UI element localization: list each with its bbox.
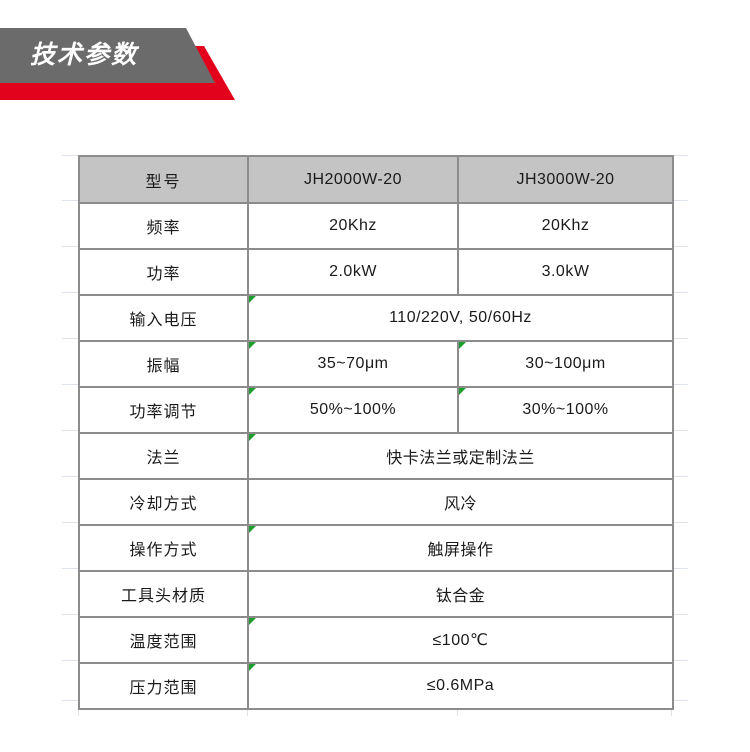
table-row: 冷却方式 风冷 [78,478,674,526]
gridline-stub-right-7 [672,430,688,431]
row-label-pressure-range: 压力范围 [78,662,249,710]
gridline-stub-right-9 [672,522,688,523]
row-label-amplitude: 振幅 [78,340,249,388]
gridline-stub-left-3 [62,246,78,247]
gridline-stub-left-5 [62,338,78,339]
gridline-stub-left-12 [62,660,78,661]
header-cell-model-b: JH3000W-20 [457,155,674,204]
gridline-stub-left-1 [62,155,78,156]
row-label-frequency: 频率 [78,202,249,250]
row-label-input-voltage: 输入电压 [78,294,249,342]
row-value-amplitude-a: 35~70μm [247,340,459,388]
gridline-stub-right-10 [672,568,688,569]
row-label-power-adjust: 功率调节 [78,386,249,434]
gridline-stub-left-8 [62,476,78,477]
table-row: 工具头材质 钛合金 [78,570,674,618]
banner-gray-shape [0,28,215,83]
gridline-stub-right-11 [672,614,688,615]
row-value-cooling: 风冷 [247,478,674,526]
table-row: 频率 20Khz 20Khz [78,202,674,250]
gridline-stub-right-12 [672,660,688,661]
row-value-power-b: 3.0kW [457,248,674,296]
header-cell-label: 型号 [78,155,249,204]
row-label-temperature-range: 温度范围 [78,616,249,664]
table-row: 操作方式 触屏操作 [78,524,674,572]
table-row: 振幅 35~70μm 30~100μm [78,340,674,388]
gridline-stub-right-8 [672,476,688,477]
gridline-stub-right-2 [672,200,688,201]
row-value-power-adjust-b: 30%~100% [457,386,674,434]
header-cell-model-a: JH2000W-20 [247,155,459,204]
gridline-stub-left-4 [62,292,78,293]
gridline-stub-right-5 [672,338,688,339]
row-value-temperature-range: ≤100℃ [247,616,674,664]
row-label-power: 功率 [78,248,249,296]
row-value-horn-material: 钛合金 [247,570,674,618]
gridline-stub-left-6 [62,384,78,385]
row-value-power-adjust-a: 50%~100% [247,386,459,434]
table-row: 压力范围 ≤0.6MPa [78,662,674,710]
section-banner: 技术参数 [0,28,235,100]
table-row: 输入电压 110/220V, 50/60Hz [78,294,674,342]
gridline-stub-left-9 [62,522,78,523]
row-value-frequency-a: 20Khz [247,202,459,250]
row-label-flange: 法兰 [78,432,249,480]
row-value-power-a: 2.0kW [247,248,459,296]
gridline-stub-right-6 [672,384,688,385]
row-value-frequency-b: 20Khz [457,202,674,250]
row-value-flange: 快卡法兰或定制法兰 [247,432,674,480]
row-label-operation: 操作方式 [78,524,249,572]
gridline-stub-right-4 [672,292,688,293]
gridline-stub-right-1 [672,155,688,156]
gridline-stub-right-3 [672,246,688,247]
technical-parameters-table: 型号 JH2000W-20 JH3000W-20 频率 20Khz 20Khz … [78,155,674,710]
table-row: 功率 2.0kW 3.0kW [78,248,674,296]
table-header-row: 型号 JH2000W-20 JH3000W-20 [78,155,674,204]
row-value-operation: 触屏操作 [247,524,674,572]
table-row: 温度范围 ≤100℃ [78,616,674,664]
row-value-amplitude-b: 30~100μm [457,340,674,388]
row-value-pressure-range: ≤0.6MPa [247,662,674,710]
table-row: 法兰 快卡法兰或定制法兰 [78,432,674,480]
gridline-stub-left-2 [62,200,78,201]
row-value-input-voltage: 110/220V, 50/60Hz [247,294,674,342]
table-row: 功率调节 50%~100% 30%~100% [78,386,674,434]
spec-table-container: 型号 JH2000W-20 JH3000W-20 频率 20Khz 20Khz … [78,155,674,710]
gridline-stub-left-10 [62,568,78,569]
gridline-stub-left-11 [62,614,78,615]
banner-title: 技术参数 [30,41,139,69]
row-label-cooling: 冷却方式 [78,478,249,526]
row-label-horn-material: 工具头材质 [78,570,249,618]
gridline-stub-left-7 [62,430,78,431]
